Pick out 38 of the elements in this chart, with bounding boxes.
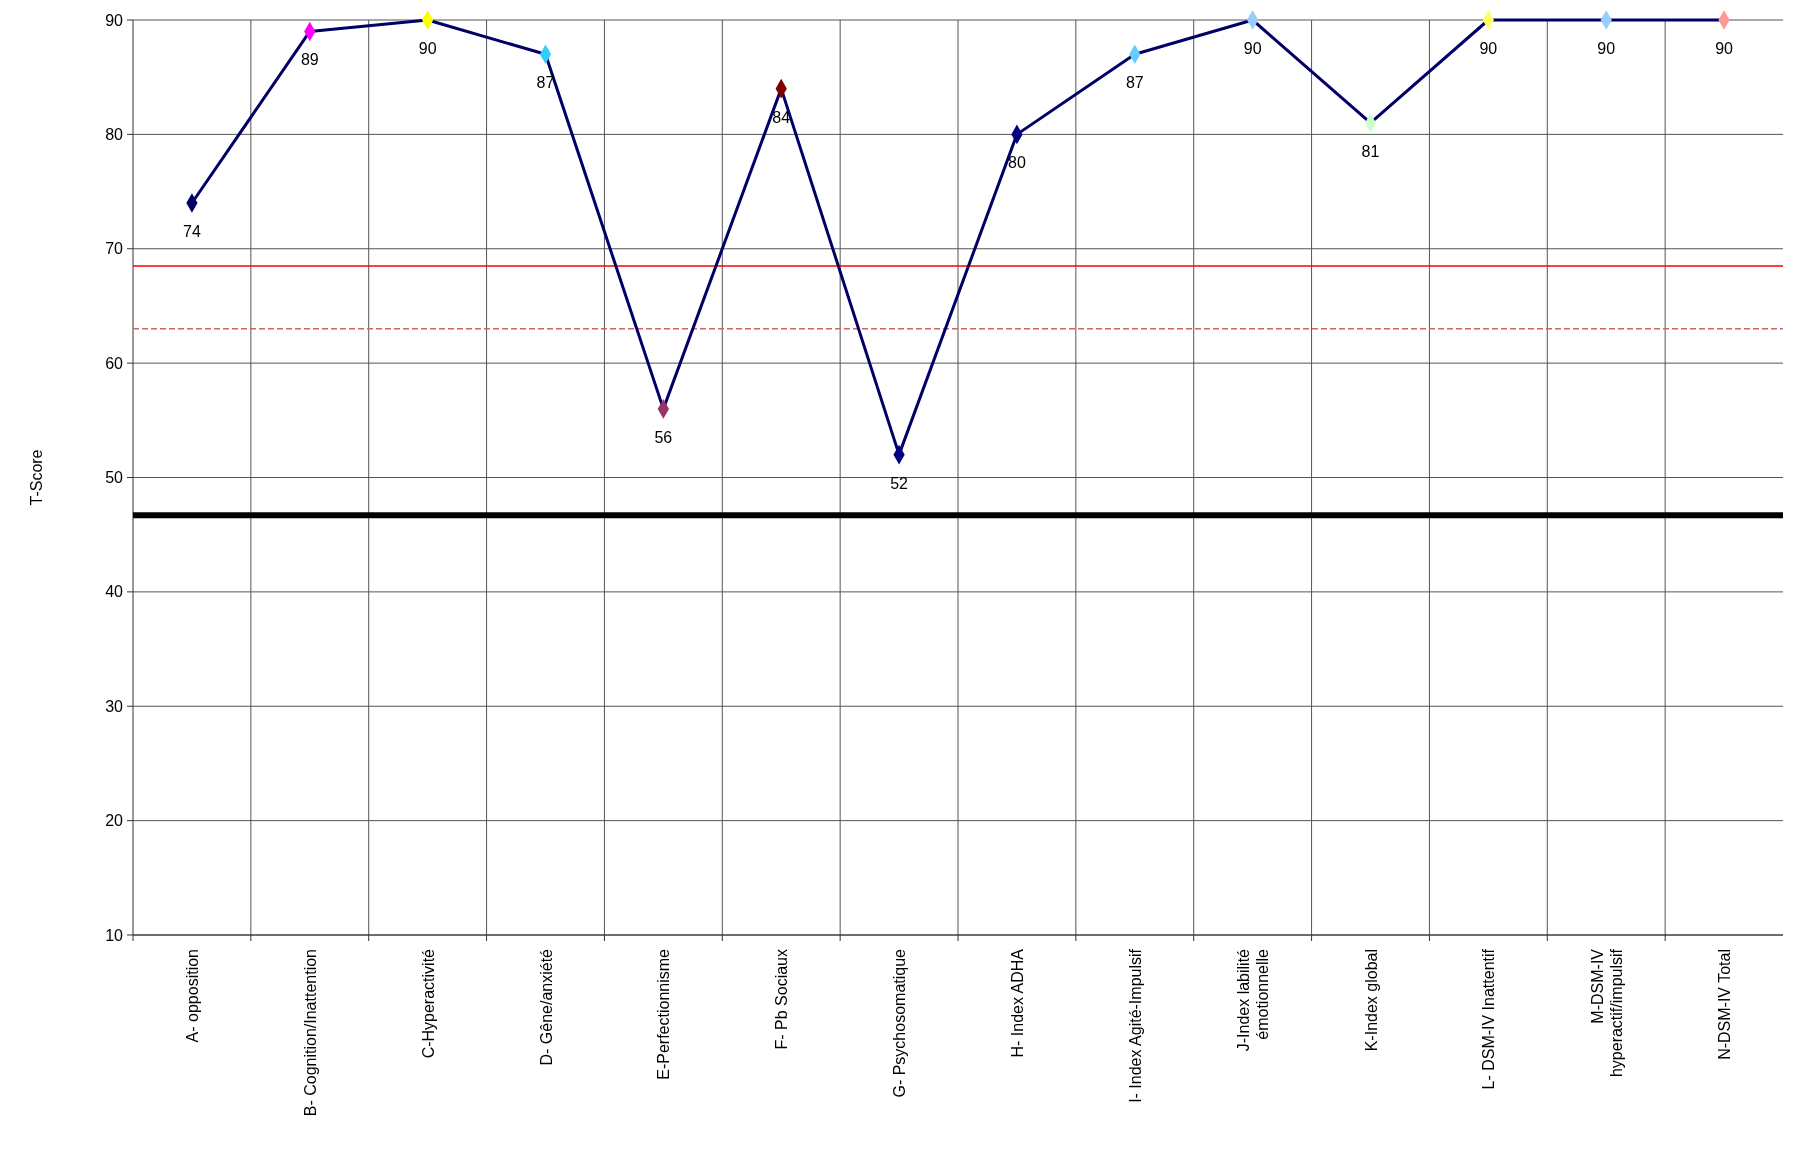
data-label: 74 — [183, 223, 201, 240]
data-label: 90 — [1597, 40, 1616, 57]
data-label: 87 — [1125, 74, 1144, 92]
y-tick-label: 30 — [105, 697, 124, 715]
data-label: 90 — [1479, 40, 1498, 57]
y-axis-title: T-Score — [28, 449, 45, 506]
x-tick-label: G- Psychosomatique — [891, 948, 909, 1098]
data-label: 90 — [418, 40, 437, 57]
x-tick-label: N-DSM-IV Total — [1716, 949, 1734, 1060]
data-label: 90 — [1715, 40, 1734, 57]
y-tick-label: 70 — [105, 240, 124, 258]
x-tick-label: E-Perfectionnisme — [655, 948, 673, 1080]
x-tick-label: M-DSM-IV hyperactif/impulsif — [1588, 948, 1625, 1078]
x-tick-label: C-Hyperactivité — [419, 948, 437, 1059]
x-tick-label: I- Index Agité-Impulsif — [1126, 948, 1144, 1103]
data-label: 81 — [1361, 142, 1380, 160]
y-tick-label: 40 — [105, 583, 124, 601]
data-label: 90 — [1243, 40, 1262, 57]
y-tick-label: 10 — [105, 926, 124, 944]
x-tick-label: D- Gêne/anxiété — [537, 948, 555, 1066]
data-label: 80 — [1008, 154, 1026, 172]
data-label: 52 — [890, 474, 909, 492]
y-tick-label: 90 — [105, 11, 124, 29]
y-tick-label: 60 — [105, 354, 124, 372]
y-tick-label: 50 — [105, 469, 124, 487]
data-label: 84 — [772, 108, 791, 126]
data-label: 56 — [654, 428, 673, 446]
x-tick-label: J-Index labilité émotionnelle — [1235, 948, 1272, 1052]
x-tick-label: B- Cognition/Inattention — [301, 949, 319, 1117]
data-label: 87 — [536, 74, 555, 92]
x-tick-label: L- DSM-IV Inattentif — [1480, 948, 1498, 1090]
y-tick-label: 20 — [105, 812, 124, 830]
y-tick-label: 80 — [105, 125, 124, 143]
x-tick-label: A- opposition — [183, 949, 201, 1043]
x-tick-label: H- Index ADHA — [1008, 948, 1026, 1058]
data-label: 89 — [300, 51, 319, 69]
x-tick-label: F- Pb Sociaux — [773, 949, 791, 1050]
x-tick-label: K-Index global — [1362, 949, 1380, 1052]
